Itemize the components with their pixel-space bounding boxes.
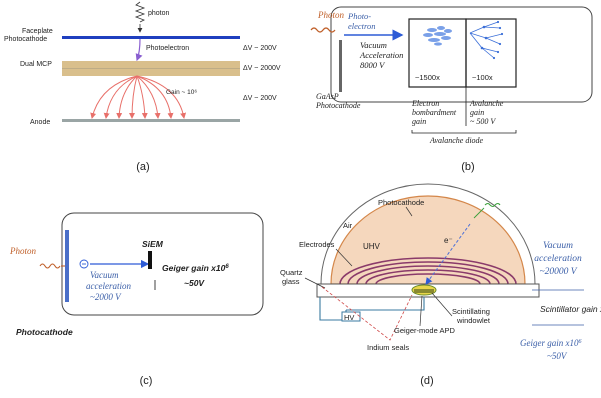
gain-100-label: ~100x [472, 73, 493, 82]
electron-cascade [90, 75, 187, 119]
vacuum-label-1: Vacuum [360, 40, 387, 50]
side-vacuum-2: acceleration [534, 254, 582, 264]
photoelectron-label: Photoelectron [146, 45, 189, 52]
vacuum-label-2: acceleration [86, 281, 131, 291]
eb-label-3: gain [412, 117, 426, 126]
aval-label-3: ~ 500 V [470, 117, 496, 126]
eb-label-1: Electron [411, 99, 439, 108]
diode-bracket [411, 130, 517, 134]
photon-label: photon [148, 10, 170, 17]
photoelectron-arrow [135, 38, 143, 62]
hv-circuit-2 [346, 297, 425, 311]
photoelectron-label-1: Photo- [347, 11, 371, 21]
photocathode-plate [62, 36, 240, 39]
gain-1500-label: ~1500x [415, 73, 440, 82]
photon-wave-icon [39, 263, 61, 269]
vacuum-label-3: 8000 V [360, 60, 386, 70]
anode-label: Anode [30, 119, 50, 126]
indium-seal-leaders [321, 286, 413, 341]
panel-d: e⁻ Photocathode Air UHV Electrodes Quart… [280, 183, 601, 387]
voltage-2: ΔV ~ 2000V [243, 65, 281, 72]
photocathode-label: Photocathode [4, 36, 47, 43]
tube-outline [61, 212, 264, 316]
gaasp-photocathode [339, 40, 342, 92]
aval-label-2: gain [470, 108, 484, 117]
caption-b: (b) [461, 161, 474, 173]
electron-label: e⁻ [444, 236, 453, 245]
photon-tail [473, 207, 485, 219]
photon-wave-icon [310, 27, 336, 33]
apd-label: Geiger-mode APD [394, 326, 455, 335]
electrodes-leader [335, 248, 353, 267]
uhv-label: UHV [363, 242, 381, 251]
caption-d: (d) [420, 375, 433, 387]
panel-b: Photon Photo- electron Vacuum Accelerati… [310, 6, 593, 173]
side-scint: Scintillator gain x100 [540, 304, 601, 314]
gaasp-label-1: GaAsP [316, 92, 339, 101]
scint-leader [431, 292, 453, 317]
voltage-1: ΔV ~ 200V [243, 45, 277, 52]
photon-label: Photon [9, 246, 36, 256]
photocathode-label: Photocathode [16, 327, 73, 337]
electron-icon [79, 259, 89, 269]
electrode-rings [339, 257, 517, 285]
electron-path [425, 223, 471, 285]
apd-leader [419, 295, 423, 327]
quartz-leader [304, 277, 326, 289]
geiger-label-1: Geiger gain x106 [162, 263, 229, 273]
indium-label: Indium seals [367, 343, 409, 352]
vacuum-label-1: Vacuum [90, 270, 119, 280]
caption-c: (c) [140, 375, 153, 387]
air-label: Air [343, 221, 353, 230]
mcp-plate-1 [62, 61, 240, 68]
faceplate-label: Faceplate [22, 28, 53, 35]
geiger-label-2: ~50V [184, 278, 205, 288]
photon-wave-icon [484, 202, 501, 208]
side-vacuum-3: ~20000 V [539, 267, 577, 277]
gain-label: Gain ~ 10⁶ [166, 89, 197, 96]
siem-label: SiEM [142, 239, 164, 249]
photocathode-plate [65, 230, 69, 302]
panel-c: Photon Vacuum acceleration ~2000 V SiEM … [9, 212, 264, 387]
mcp-plate-2 [62, 69, 240, 76]
electrodes-label: Electrodes [299, 240, 335, 249]
hv-label: HV [344, 313, 354, 322]
quartz-label-2: glass [282, 277, 300, 286]
photoelectron-label-2: electron [348, 21, 376, 31]
quartz-label-1: Quartz [280, 268, 303, 277]
voltage-3: ΔV ~ 200V [243, 95, 277, 102]
photocathode-leader [405, 206, 413, 217]
geiger-apd [414, 289, 434, 293]
hv-box [341, 311, 361, 322]
scint-label-2: windowlet [456, 316, 491, 325]
eb-electron-cloud [423, 26, 452, 46]
eb-label-2: bombardment [412, 108, 457, 117]
siem-detector [148, 251, 152, 269]
vacuum-label-2: Acceleration [359, 50, 403, 60]
anode-plate [62, 119, 240, 122]
avalanche-region [465, 18, 517, 88]
avalanche-nodes [480, 20, 504, 60]
caption-a: (a) [136, 161, 149, 173]
photon-wave-icon [134, 1, 146, 23]
side-geiger-2: ~50V [547, 351, 568, 361]
gaasp-label-2: Photocathode [315, 101, 361, 110]
diode-label: Avalanche diode [429, 136, 484, 145]
photon-label: Photon [317, 10, 344, 20]
dual-mcp-label: Dual MCP [20, 61, 52, 68]
scint-label-1: Scintillating [452, 307, 490, 316]
photocathode-label: Photocathode [378, 198, 424, 207]
side-vacuum-1: Vacuum [543, 241, 573, 251]
tube-outline [330, 6, 593, 103]
aval-label-1: Avalanche [469, 99, 504, 108]
vacuum-label-3: ~2000 V [90, 292, 122, 302]
panel-a: photon Faceplate Photocathode Photoelect… [4, 1, 281, 173]
side-geiger-1: Geiger gain x106 [520, 338, 582, 348]
